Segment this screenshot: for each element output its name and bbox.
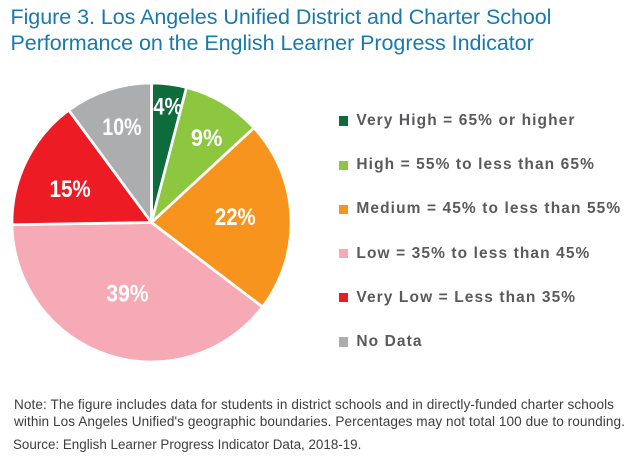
- svg-text:39%: 39%: [106, 280, 148, 307]
- svg-text:4%: 4%: [153, 93, 182, 120]
- svg-text:15%: 15%: [50, 176, 91, 203]
- svg-text:22%: 22%: [215, 204, 256, 231]
- svg-text:9%: 9%: [191, 125, 223, 152]
- svg-text:10%: 10%: [102, 114, 141, 141]
